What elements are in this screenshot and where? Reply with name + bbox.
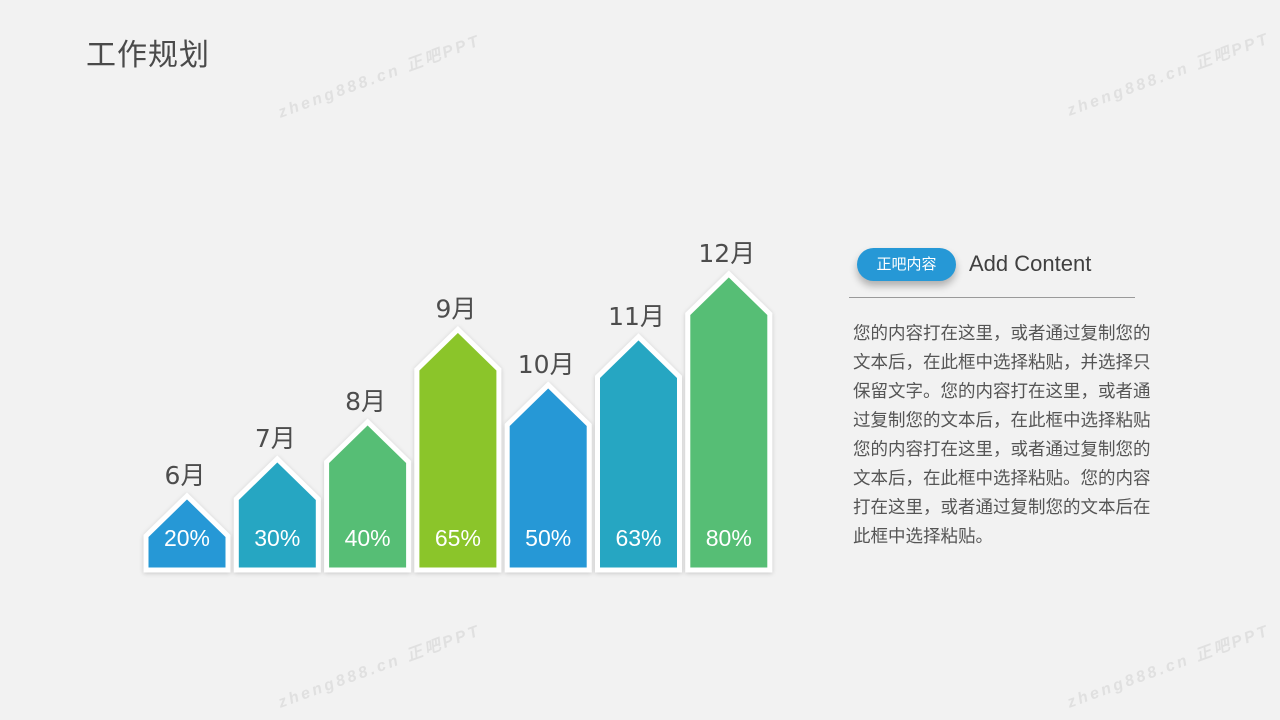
bar-value-label: 30%: [254, 525, 300, 551]
bar-value-label: 63%: [615, 525, 661, 551]
bars-group: 20% 6月 30% 7月 40% 8月 65% 9月 50% 10月 63% 11月 80% 12月: [143, 239, 773, 573]
category-label: 6月: [165, 461, 206, 490]
category-label: 12月: [698, 239, 755, 268]
category-label: 9月: [435, 295, 476, 324]
bar-7: [685, 270, 773, 573]
category-label: 8月: [345, 387, 386, 416]
divider: [849, 297, 1135, 298]
category-label: 10月: [518, 350, 575, 379]
bar-value-label: 65%: [435, 525, 481, 551]
bar-value-label: 40%: [345, 525, 391, 551]
bar-value-label: 80%: [706, 525, 752, 551]
bar-6: [595, 333, 682, 573]
bar-2: [233, 455, 321, 573]
page-title: 工作规划: [86, 38, 210, 73]
bar-value-label: 50%: [525, 525, 571, 551]
content-badge: 正吧内容: [857, 248, 956, 281]
category-label: 11月: [608, 302, 665, 331]
bar-1: [143, 492, 231, 573]
bar-value-label: 20%: [164, 525, 210, 551]
body-text: 您的内容打在这里，或者通过复制您的文本后，在此框中选择粘贴，并选择只保留文字。您…: [853, 324, 1151, 547]
section-heading: Add Content: [969, 251, 1092, 276]
bar-4: [414, 326, 502, 573]
category-label: 7月: [255, 424, 296, 453]
bar-5: [504, 381, 592, 573]
bar-3: [324, 418, 412, 573]
